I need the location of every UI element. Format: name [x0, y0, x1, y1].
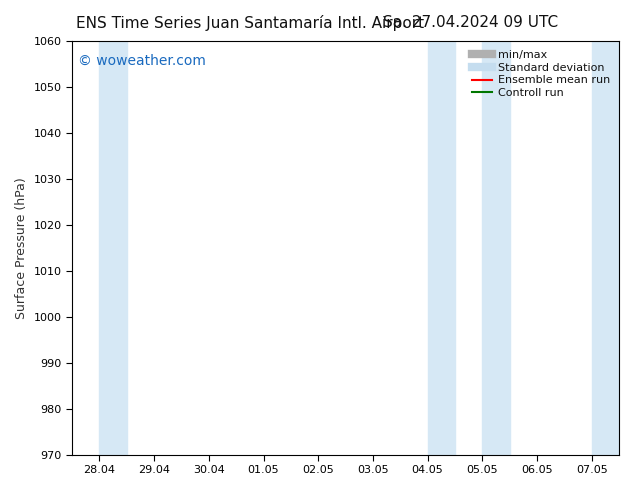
Text: Sa. 27.04.2024 09 UTC: Sa. 27.04.2024 09 UTC	[383, 15, 558, 30]
Y-axis label: Surface Pressure (hPa): Surface Pressure (hPa)	[15, 177, 28, 318]
Bar	[427, 41, 455, 455]
Legend: min/max, Standard deviation, Ensemble mean run, Controll run: min/max, Standard deviation, Ensemble me…	[469, 47, 614, 101]
Bar	[100, 41, 127, 455]
Bar	[482, 41, 510, 455]
Bar	[592, 41, 619, 455]
Text: ENS Time Series Juan Santamaría Intl. Airport: ENS Time Series Juan Santamaría Intl. Ai…	[76, 15, 424, 31]
Text: © woweather.com: © woweather.com	[77, 53, 205, 68]
